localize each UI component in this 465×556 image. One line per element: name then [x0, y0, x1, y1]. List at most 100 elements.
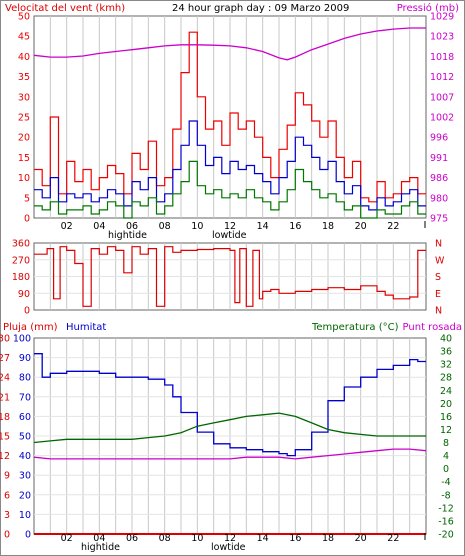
pressure-tick-10: 1029: [430, 12, 454, 23]
wind-time-tick-08: 08: [159, 221, 171, 232]
rain-tick-0: 0: [4, 530, 10, 541]
temp-time-tick-08: 08: [159, 533, 171, 544]
direction-deg-tick-4: 360: [12, 239, 30, 250]
humidity-ticks: 0 10 20 30 40 50 60 70 80 90 100: [13, 334, 31, 541]
series-gust-line: [34, 31, 426, 203]
direction-panel-series: [34, 246, 426, 307]
wind-tick-2: 10: [18, 173, 30, 184]
temp-time-tick-18: 18: [322, 533, 334, 544]
lowtide-label-bottom: lowtide: [211, 542, 246, 553]
pressure-tick-4: 996: [430, 133, 448, 144]
direction-compass-tick-4: N: [435, 239, 442, 250]
rain-tick-10: 30: [0, 334, 10, 345]
temp-tick-13: 32: [440, 360, 452, 371]
temp-tick-12: 28: [440, 373, 452, 384]
series-dewpoint-line: [33, 448, 427, 460]
temp-time-tick-06: 06: [126, 533, 138, 544]
pressure-tick-8: 1018: [430, 52, 454, 63]
temp-tick-7: 8: [443, 438, 449, 449]
temp-tick-0: -20: [438, 530, 454, 541]
rain-tick-4: 12: [0, 451, 10, 462]
pressure-axis-label: Pressió (mb): [397, 2, 459, 14]
direction-compass-tick-3: W: [435, 255, 445, 266]
direction-deg-tick-2: 180: [12, 272, 30, 283]
series-pressure-line: [33, 27, 426, 61]
wind-time-tick-22: 22: [387, 221, 399, 232]
temp-tick-8: 12: [440, 425, 452, 436]
rain-tick-8: 24: [0, 373, 10, 384]
humidity-tick-8: 80: [19, 373, 31, 384]
temp-time-tick-02: 02: [61, 533, 73, 544]
pressure-tick-2: 986: [430, 173, 448, 184]
humidity-tick-5: 50: [19, 432, 31, 443]
pressure-ticks: 975 980 986 991 996 1002 1007 1012 1018 1023 1029: [430, 12, 454, 225]
wind-time-tick-04: 04: [93, 221, 105, 232]
rain-tick-2: 6: [4, 490, 10, 501]
pressure-tick-7: 1012: [430, 72, 454, 83]
pressure-tick-1: 980: [430, 193, 448, 204]
wind-speed-ticks: 0 5 10 15 20 25 30 35 40 45 50: [18, 12, 30, 225]
wind-time-ticks: 02 04 06 08 10 12 14 16 18 20 22: [61, 221, 426, 232]
direction-compass-tick-0: N: [435, 306, 442, 317]
direction-compass-tick-2: S: [435, 272, 441, 283]
wind-tick-3: 15: [18, 153, 30, 164]
direction-deg-tick-0: 0: [24, 306, 30, 317]
temp-tick-1: -16: [438, 516, 454, 527]
wind-time-tick-12: 12: [224, 221, 236, 232]
temp-tick-14: 36: [440, 347, 452, 358]
chart-title: 24 hour graph day : 09 Marzo 2009: [172, 3, 349, 14]
series-humidity-line: [34, 353, 426, 457]
temp-tick-4: -4: [441, 477, 450, 488]
humidity-tick-2: 20: [19, 490, 31, 501]
wind-time-tick-02: 02: [61, 221, 73, 232]
temp-tick-3: -8: [441, 490, 450, 501]
wind-tick-9: 45: [18, 32, 30, 43]
temp-time-tick-20: 20: [355, 533, 367, 544]
direction-compass-tick-1: E: [435, 289, 441, 300]
rain-tick-9: 27: [0, 353, 10, 364]
wind-tick-0: 0: [24, 214, 30, 225]
temp-time-tick-10: 10: [191, 533, 203, 544]
pressure-tick-3: 991: [430, 153, 448, 164]
temp-tick-9: 16: [440, 412, 452, 423]
pressure-tick-5: 1002: [430, 113, 454, 124]
humidity-tick-10: 100: [13, 334, 31, 345]
temp-tick-15: 40: [440, 334, 452, 345]
wind-time-tick-18: 18: [322, 221, 334, 232]
wind-panel-series: [33, 27, 426, 219]
humidity-tick-9: 90: [19, 353, 31, 364]
wind-time-tick-06: 06: [126, 221, 138, 232]
temp-panel-series: [33, 353, 427, 535]
rain-tick-1: 3: [4, 510, 10, 521]
pressure-tick-6: 1007: [430, 92, 454, 103]
temp-time-tick-14: 14: [257, 533, 269, 544]
lowtide-label: lowtide: [212, 230, 247, 241]
temperature-axis-label: Temperatura (°C): [311, 322, 399, 333]
temp-time-tick-12: 12: [224, 533, 236, 544]
pressure-tick-9: 1023: [430, 32, 454, 43]
direction-panel-grid: [34, 243, 426, 310]
rain-tick-6: 18: [0, 412, 10, 423]
pressure-tick-0: 975: [430, 214, 448, 225]
humidity-tick-3: 30: [19, 471, 31, 482]
wind-tick-6: 30: [18, 92, 30, 103]
temp-tick-5: 0: [443, 464, 449, 475]
wind-time-tick-14: 14: [257, 221, 269, 232]
direction-deg-tick-3: 270: [12, 255, 30, 266]
temp-tick-2: -12: [438, 503, 454, 514]
rain-tick-7: 21: [0, 392, 10, 403]
wind-time-tick-20: 20: [355, 221, 367, 232]
temp-tick-10: 20: [440, 399, 452, 410]
series-direction-line: [34, 246, 426, 307]
wind-tick-4: 20: [18, 133, 30, 144]
dewpoint-axis-label: Punt rosada: [403, 322, 462, 333]
hightide-label: hightide: [108, 230, 147, 241]
humidity-tick-1: 10: [19, 510, 31, 521]
temp-tick-11: 24: [440, 386, 452, 397]
wind-axis-label: Velocitat del vent (kmh): [5, 3, 125, 14]
rain-axis-label: Pluja (mm): [3, 322, 58, 333]
